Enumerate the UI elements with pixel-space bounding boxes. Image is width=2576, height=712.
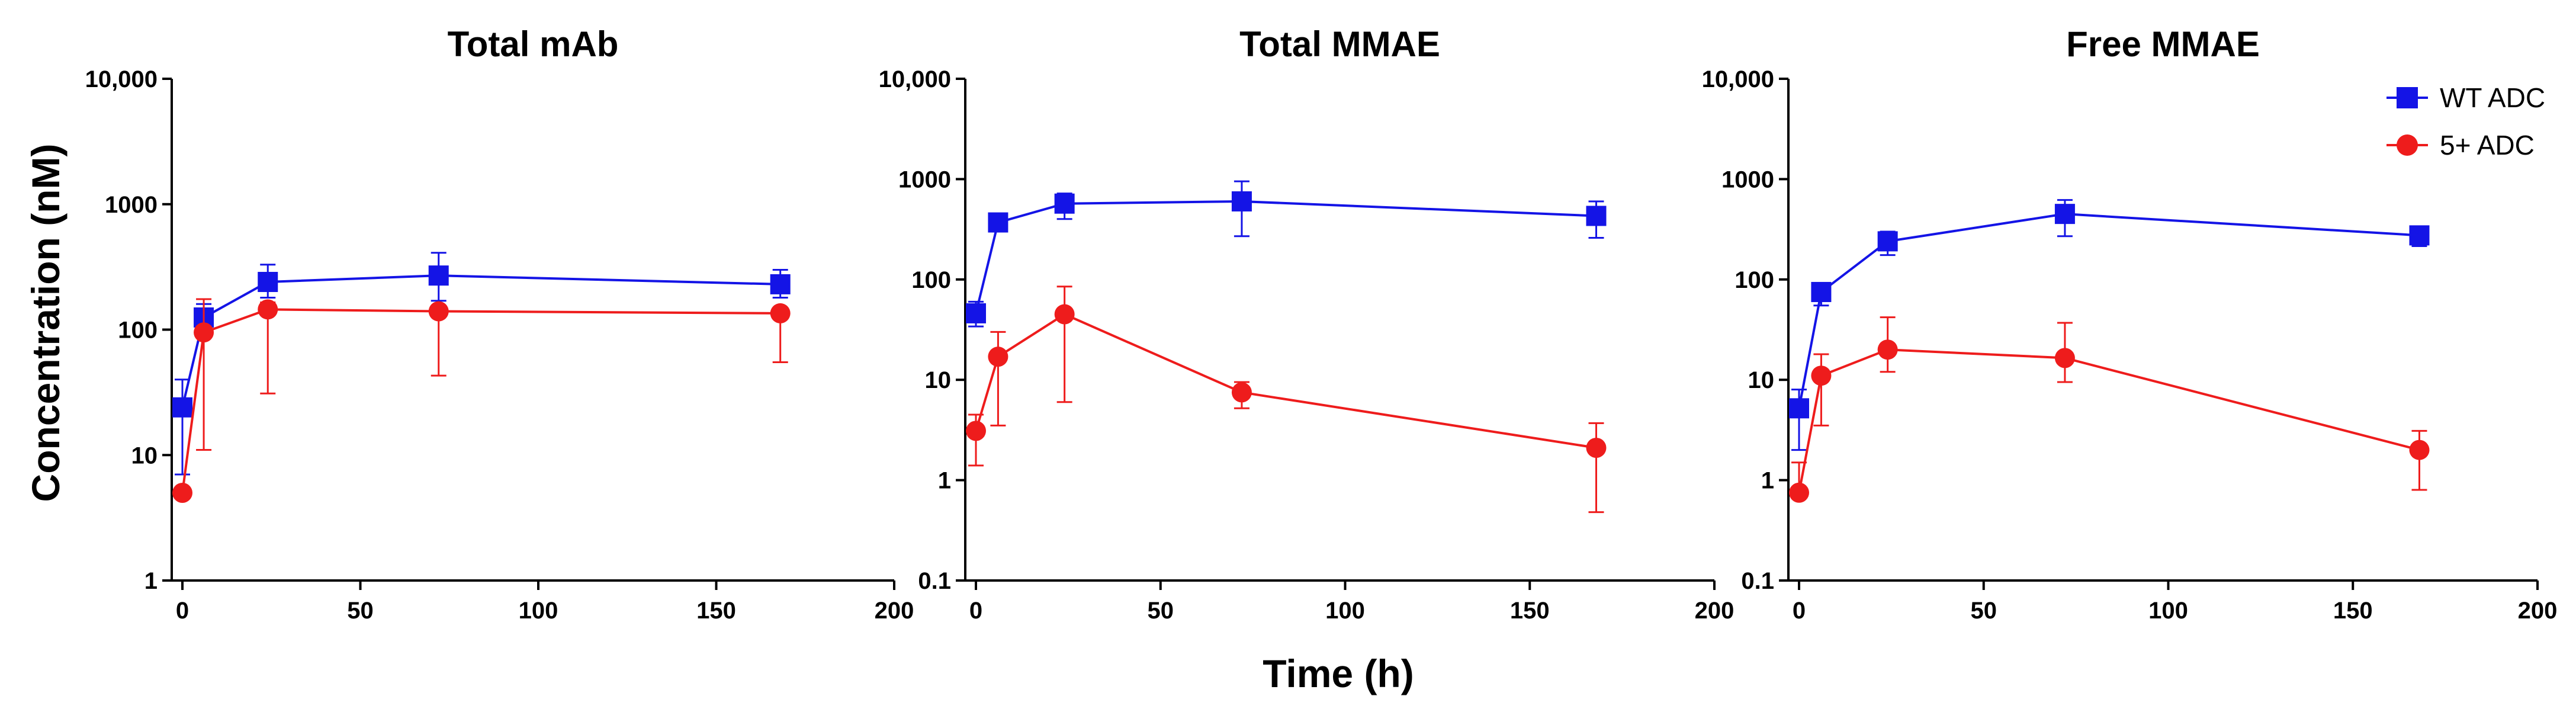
y-tick-label: 100 [118, 317, 158, 344]
y-tick-label: 1000 [1721, 166, 1774, 193]
legend-label: 5+ ADC [2440, 130, 2535, 161]
y-tick-label: 10 [1748, 367, 1775, 393]
data-point [1789, 398, 1809, 419]
data-point [1811, 281, 1832, 302]
data-point [2054, 204, 2075, 224]
x-tick-label: 150 [1510, 598, 1550, 624]
series-1 [966, 180, 1607, 328]
data-point [2054, 348, 2075, 368]
y-tick-label: 10,000 [879, 66, 951, 92]
y-tick-label: 10 [131, 442, 158, 469]
series-2 [966, 286, 1607, 514]
chart-title: Total mAb [448, 24, 619, 64]
x-tick-label: 100 [2148, 598, 2188, 624]
x-tick-label: 200 [2518, 598, 2558, 624]
x-tick-label: 200 [1695, 598, 1735, 624]
panel-2: Total MMAE 0.1 1 10 100 1000 10,000 0 50 100 150 20… [879, 24, 1735, 624]
y-tick-label: 1 [938, 468, 951, 494]
legend-marker [2397, 87, 2418, 108]
data-point [428, 301, 449, 322]
x-axis-label: Time (h) [1263, 652, 1414, 695]
data-point [966, 303, 986, 323]
x-tick-label: 150 [2333, 598, 2373, 624]
data-point [1054, 193, 1075, 214]
data-point [1586, 206, 1607, 226]
data-point [770, 303, 791, 323]
x-tick-label: 100 [519, 598, 558, 624]
data-point [1054, 304, 1075, 325]
data-point [428, 265, 449, 286]
data-point [2409, 440, 2430, 460]
data-point [258, 299, 278, 320]
y-tick-label: 100 [911, 267, 951, 293]
y-tick-label: 1 [144, 568, 158, 594]
series-2 [172, 298, 791, 503]
y-tick-label: 10,000 [1702, 66, 1774, 92]
y-tick-label: 10,000 [85, 66, 158, 92]
panel-1: Total mAb 1 10 100 1000 10,000 0 50 100 150 200 [85, 24, 914, 624]
x-tick-label: 100 [1325, 598, 1365, 624]
x-tick-label: 50 [1148, 598, 1174, 624]
chart-title: Total MMAE [1239, 24, 1440, 64]
y-tick-label: 0.1 [918, 568, 951, 594]
series-line [181, 308, 780, 493]
y-axis-label: Concentration (nM) [24, 144, 68, 502]
series-line [975, 313, 1597, 449]
series-1 [1789, 199, 2430, 451]
x-tick-label: 50 [1971, 598, 1997, 624]
x-tick-label: 0 [1793, 598, 1806, 624]
legend: WT ADC 5+ ADC [2387, 82, 2545, 161]
y-tick-label: 1 [1761, 468, 1774, 494]
y-tick-label: 1000 [898, 166, 951, 193]
data-point [966, 421, 986, 441]
panel-3: Free MMAE 0.1 1 10 100 1000 10,000 0 50 100 150 200 [1702, 24, 2558, 624]
data-point [194, 322, 214, 343]
x-tick-label: 50 [347, 598, 374, 624]
x-tick-label: 0 [176, 598, 189, 624]
x-tick-label: 150 [696, 598, 736, 624]
data-point [1877, 231, 1898, 252]
data-point [1877, 339, 1898, 360]
data-point [258, 271, 278, 292]
chart-title: Free MMAE [2066, 24, 2260, 64]
y-tick-label: 0.1 [1741, 568, 1774, 594]
data-point [172, 482, 192, 503]
legend-marker [2397, 134, 2418, 156]
data-point [988, 347, 1008, 367]
data-point [2409, 225, 2430, 246]
series-2 [1789, 316, 2430, 503]
data-point [1811, 365, 1832, 386]
y-tick-label: 1000 [105, 192, 158, 218]
data-point [1231, 191, 1252, 211]
data-point [172, 397, 192, 418]
data-point [770, 274, 791, 294]
y-tick-label: 100 [1735, 267, 1774, 293]
series-line [181, 274, 780, 408]
series-1 [172, 252, 791, 476]
data-point [1789, 482, 1809, 503]
x-tick-label: 0 [969, 598, 982, 624]
legend-label: WT ADC [2440, 82, 2545, 113]
data-point [1231, 382, 1252, 403]
y-tick-label: 10 [925, 367, 952, 393]
data-point [1586, 438, 1607, 458]
x-tick-label: 200 [875, 598, 914, 624]
data-point [988, 212, 1008, 233]
